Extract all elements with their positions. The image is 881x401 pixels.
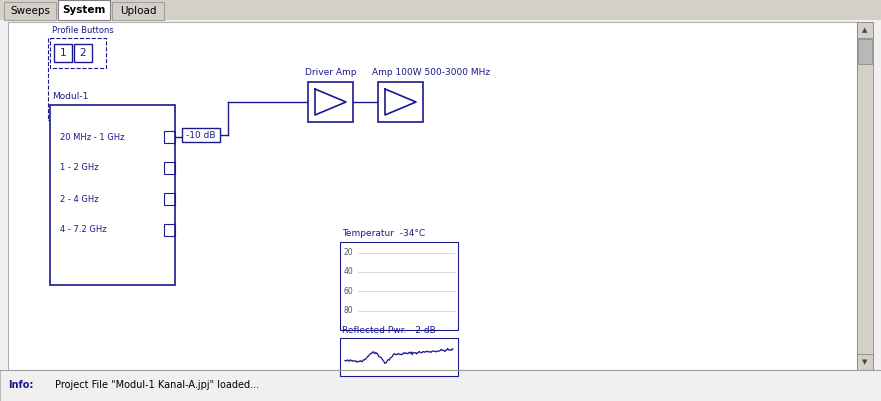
Text: Modul-1: Modul-1 xyxy=(52,92,88,101)
Bar xyxy=(164,131,175,143)
Text: Info:: Info: xyxy=(8,381,33,391)
Bar xyxy=(112,2,164,20)
Text: ▼: ▼ xyxy=(862,359,868,365)
Bar xyxy=(54,44,72,62)
Text: Amp 100W 500-3000 MHz: Amp 100W 500-3000 MHz xyxy=(372,68,490,77)
Bar xyxy=(8,22,857,370)
Text: 80: 80 xyxy=(344,306,353,315)
Text: -10 dB: -10 dB xyxy=(186,130,216,140)
Bar xyxy=(164,224,175,236)
Text: Profile Buttons: Profile Buttons xyxy=(52,26,114,35)
Text: Project File "Modul-1 Kanal-A.jpj" loaded...: Project File "Modul-1 Kanal-A.jpj" loade… xyxy=(55,381,259,391)
Bar xyxy=(308,82,353,122)
Text: 60: 60 xyxy=(344,287,354,296)
Bar xyxy=(58,0,110,20)
Text: 2 - 4 GHz: 2 - 4 GHz xyxy=(60,194,99,203)
Bar xyxy=(182,128,220,142)
Text: Upload: Upload xyxy=(120,6,156,16)
Text: Driver Amp: Driver Amp xyxy=(305,68,356,77)
Text: 4 - 7.2 GHz: 4 - 7.2 GHz xyxy=(60,225,107,235)
Bar xyxy=(378,82,423,122)
Text: Reflected Pwr.  -2 dB: Reflected Pwr. -2 dB xyxy=(342,326,436,335)
Bar xyxy=(858,39,872,64)
Text: 2: 2 xyxy=(79,48,86,58)
Text: Temperatur  -34°C: Temperatur -34°C xyxy=(342,229,426,238)
Bar xyxy=(0,370,881,401)
Text: System: System xyxy=(63,5,106,15)
Bar xyxy=(0,0,881,20)
Bar xyxy=(164,162,175,174)
Bar xyxy=(50,38,106,68)
Bar xyxy=(857,354,873,370)
Bar xyxy=(857,22,873,370)
Bar xyxy=(164,193,175,205)
Text: 40: 40 xyxy=(344,267,354,276)
Text: 1: 1 xyxy=(60,48,66,58)
Text: ▲: ▲ xyxy=(862,27,868,33)
Bar xyxy=(340,338,458,376)
Bar xyxy=(340,242,458,330)
Bar xyxy=(50,105,175,285)
Text: 20: 20 xyxy=(344,248,353,257)
Text: 1 - 2 GHz: 1 - 2 GHz xyxy=(60,164,99,172)
Text: 20 MHz - 1 GHz: 20 MHz - 1 GHz xyxy=(60,132,124,142)
Polygon shape xyxy=(315,89,346,115)
Bar xyxy=(4,2,56,20)
Text: Sweeps: Sweeps xyxy=(10,6,50,16)
Polygon shape xyxy=(385,89,416,115)
Bar xyxy=(74,44,92,62)
Bar xyxy=(857,22,873,38)
